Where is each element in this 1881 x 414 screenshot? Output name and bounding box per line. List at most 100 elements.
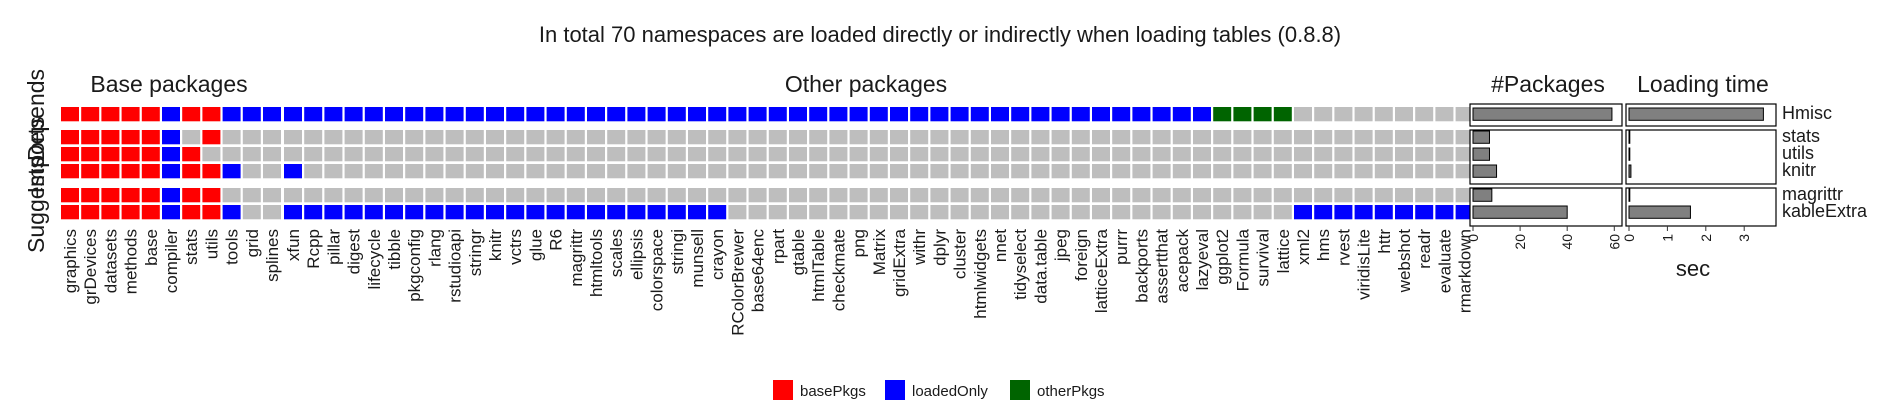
- other-package-label: Rcpp: [304, 229, 323, 269]
- base-cell: [81, 130, 100, 145]
- base-cell: [202, 130, 221, 145]
- other-cell: [465, 107, 484, 122]
- chart-body: graphics grDevices datasets methods base comp…: [23, 69, 1868, 400]
- other-cell: [768, 188, 787, 203]
- other-cell: [506, 107, 525, 122]
- other-cell: [768, 164, 787, 179]
- other-cell: [667, 205, 686, 220]
- other-package-label: rlang: [425, 229, 444, 267]
- base-cell: [61, 130, 79, 145]
- other-cell: [1193, 188, 1211, 203]
- other-cell: [445, 107, 464, 122]
- other-cell: [970, 130, 989, 145]
- other-cell: [324, 107, 343, 122]
- other-cell: [627, 164, 646, 179]
- other-package-label: xml2: [1294, 229, 1313, 265]
- other-cell: [425, 188, 444, 203]
- other-cell: [1253, 107, 1272, 122]
- other-cell: [991, 147, 1009, 162]
- other-package-label: assertthat: [1153, 229, 1172, 304]
- base-cell: [222, 164, 241, 179]
- other-cell: [587, 107, 605, 122]
- other-cell: [1172, 205, 1191, 220]
- base-package-label: grid: [243, 229, 262, 257]
- base-cell: [121, 164, 140, 179]
- other-package-label: lazyeval: [1193, 229, 1212, 290]
- other-cell: [1455, 205, 1474, 220]
- other-cell: [1152, 107, 1171, 122]
- other-cell: [950, 188, 969, 203]
- other-cell: [1435, 107, 1454, 122]
- other-cell: [1011, 107, 1030, 122]
- other-cell: [546, 205, 565, 220]
- base-cell: [263, 205, 281, 220]
- other-cell: [829, 164, 848, 179]
- other-package-label: foreign: [1072, 229, 1091, 281]
- facet-title: #Packages: [1491, 71, 1605, 97]
- other-package-label: base64enc: [749, 229, 768, 313]
- other-package-label: latticeExtra: [1092, 228, 1111, 313]
- base-package-label: graphics: [61, 229, 80, 293]
- other-cell: [789, 205, 807, 220]
- other-cell: [1233, 164, 1252, 179]
- base-package-label: base: [142, 229, 161, 266]
- other-cell: [1455, 130, 1474, 145]
- other-cell: [304, 130, 323, 145]
- other-cell: [1334, 107, 1353, 122]
- other-cell: [789, 164, 807, 179]
- other-cell: [1273, 188, 1292, 203]
- chart-title: In total 70 namespaces are loaded direct…: [539, 22, 1341, 47]
- legend-label: basePkgs: [800, 383, 866, 400]
- base-cell: [121, 130, 140, 145]
- base-cell: [263, 130, 281, 145]
- other-package-label: RColorBrewer: [728, 229, 747, 336]
- other-package-label: tidyselect: [1011, 229, 1030, 300]
- facet-title: Loading time: [1637, 71, 1769, 97]
- base-cell: [81, 188, 100, 203]
- other-package-label: vctrs: [506, 229, 525, 265]
- other-cell: [566, 130, 585, 145]
- other-cell: [607, 147, 626, 162]
- other-cell: [506, 188, 525, 203]
- other-cell: [829, 130, 848, 145]
- other-cell: [1193, 205, 1211, 220]
- base-cell: [242, 147, 261, 162]
- other-cell: [324, 147, 343, 162]
- other-cell: [405, 130, 424, 145]
- base-cell: [61, 188, 79, 203]
- other-cell: [728, 205, 747, 220]
- other-cell: [1395, 107, 1413, 122]
- other-cell: [688, 188, 706, 203]
- other-cell: [930, 188, 949, 203]
- other-cell: [688, 147, 706, 162]
- other-cell: [890, 130, 908, 145]
- other-cell: [1314, 164, 1333, 179]
- other-cell: [647, 107, 666, 122]
- other-package-label: glue: [526, 229, 545, 261]
- other-cell: [970, 107, 989, 122]
- other-cell: [708, 188, 727, 203]
- other-cell: [587, 205, 605, 220]
- other-cell: [284, 147, 302, 162]
- other-cell: [385, 147, 403, 162]
- other-cell: [1233, 130, 1252, 145]
- other-cell: [1011, 205, 1030, 220]
- other-cell: [1132, 130, 1151, 145]
- other-cell: [1294, 188, 1312, 203]
- other-cell: [869, 164, 888, 179]
- other-cell: [364, 107, 383, 122]
- base-cell: [121, 188, 140, 203]
- other-cell: [647, 205, 666, 220]
- other-package-label: digest: [345, 229, 364, 275]
- other-cell: [1213, 130, 1232, 145]
- npackages-bar: [1472, 130, 1490, 144]
- other-package-label: cluster: [951, 229, 970, 279]
- other-cell: [324, 130, 343, 145]
- other-cell: [910, 107, 929, 122]
- other-cell: [829, 205, 848, 220]
- other-cell: [789, 107, 807, 122]
- other-cell: [1455, 188, 1474, 203]
- other-cell: [768, 147, 787, 162]
- other-cell: [445, 130, 464, 145]
- other-package-label: stringr: [466, 229, 485, 277]
